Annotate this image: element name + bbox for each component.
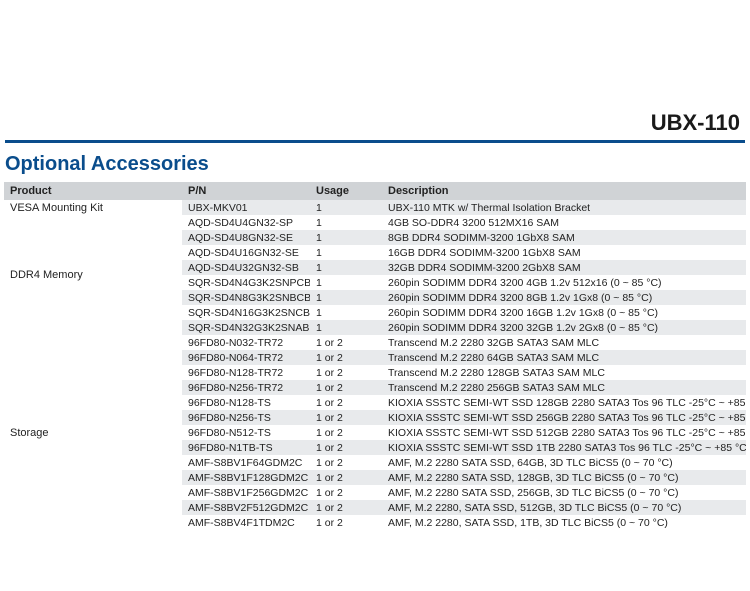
product-cell: VESA Mounting Kit — [4, 200, 182, 215]
usage-cell: 1 — [310, 245, 382, 260]
pn-cell: AMF-S8BV1F256GDM2C — [182, 485, 310, 500]
desc-cell: Transcend M.2 2280 32GB SATA3 SAM MLC — [382, 335, 746, 350]
pn-cell: 96FD80-N128-TS — [182, 395, 310, 410]
usage-cell: 1 — [310, 305, 382, 320]
usage-cell: 1 or 2 — [310, 425, 382, 440]
product-cell: DDR4 Memory — [4, 215, 182, 335]
pn-cell: 96FD80-N256-TS — [182, 410, 310, 425]
usage-cell: 1 or 2 — [310, 500, 382, 515]
usage-cell: 1 — [310, 215, 382, 230]
desc-cell: 4GB SO-DDR4 3200 512MX16 SAM — [382, 215, 746, 230]
pn-cell: 96FD80-N512-TS — [182, 425, 310, 440]
pn-cell: 96FD80-N256-TR72 — [182, 380, 310, 395]
pn-cell: SQR-SD4N4G3K2SNPCB — [182, 275, 310, 290]
pn-cell: AQD-SD4U32GN32-SB — [182, 260, 310, 275]
desc-cell: Transcend M.2 2280 128GB SATA3 SAM MLC — [382, 365, 746, 380]
usage-cell: 1 or 2 — [310, 515, 382, 530]
usage-cell: 1 — [310, 200, 382, 215]
desc-cell: Transcend M.2 2280 64GB SATA3 SAM MLC — [382, 350, 746, 365]
usage-cell: 1 — [310, 275, 382, 290]
header-rule — [5, 140, 745, 143]
usage-cell: 1 or 2 — [310, 455, 382, 470]
desc-cell: KIOXIA SSSTC SEMI-WT SSD 256GB 2280 SATA… — [382, 410, 746, 425]
pn-cell: 96FD80-N032-TR72 — [182, 335, 310, 350]
table-row: Storage96FD80-N032-TR721 or 2Transcend M… — [4, 335, 746, 350]
pn-cell: SQR-SD4N8G3K2SNBCB — [182, 290, 310, 305]
pn-cell: 96FD80-N128-TR72 — [182, 365, 310, 380]
desc-cell: AMF, M.2 2280 SATA SSD, 128GB, 3D TLC Bi… — [382, 470, 746, 485]
usage-cell: 1 — [310, 290, 382, 305]
usage-cell: 1 or 2 — [310, 365, 382, 380]
desc-cell: AMF, M.2 2280 SATA SSD, 64GB, 3D TLC BiC… — [382, 455, 746, 470]
desc-cell: 260pin SODIMM DDR4 3200 8GB 1.2v 1Gx8 (0… — [382, 290, 746, 305]
pn-cell: AMF-S8BV1F64GDM2C — [182, 455, 310, 470]
pn-cell: AQD-SD4U4GN32-SP — [182, 215, 310, 230]
usage-cell: 1 — [310, 320, 382, 335]
pn-cell: AQD-SD4U8GN32-SE — [182, 230, 310, 245]
table-row: DDR4 MemoryAQD-SD4U4GN32-SP14GB SO-DDR4 … — [4, 215, 746, 230]
desc-cell: AMF, M.2 2280, SATA SSD, 1TB, 3D TLC BiC… — [382, 515, 746, 530]
page-title: UBX-110 — [0, 0, 750, 140]
product-cell: Storage — [4, 335, 182, 530]
accessories-table: Product P/N Usage Description VESA Mount… — [4, 182, 746, 530]
desc-cell: 260pin SODIMM DDR4 3200 32GB 1.2v 2Gx8 (… — [382, 320, 746, 335]
desc-cell: 32GB DDR4 SODIMM-3200 2GbX8 SAM — [382, 260, 746, 275]
pn-cell: AQD-SD4U16GN32-SE — [182, 245, 310, 260]
pn-cell: 96FD80-N064-TR72 — [182, 350, 310, 365]
usage-cell: 1 or 2 — [310, 395, 382, 410]
desc-cell: AMF, M.2 2280, SATA SSD, 512GB, 3D TLC B… — [382, 500, 746, 515]
usage-cell: 1 or 2 — [310, 485, 382, 500]
pn-cell: AMF-S8BV2F512GDM2C — [182, 500, 310, 515]
usage-cell: 1 or 2 — [310, 335, 382, 350]
pn-cell: SQR-SD4N32G3K2SNAB — [182, 320, 310, 335]
usage-cell: 1 or 2 — [310, 410, 382, 425]
usage-cell: 1 — [310, 260, 382, 275]
desc-cell: KIOXIA SSSTC SEMI-WT SSD 1TB 2280 SATA3 … — [382, 440, 746, 455]
usage-cell: 1 — [310, 230, 382, 245]
desc-cell: AMF, M.2 2280 SATA SSD, 256GB, 3D TLC Bi… — [382, 485, 746, 500]
col-usage: Usage — [310, 182, 382, 200]
pn-cell: AMF-S8BV1F128GDM2C — [182, 470, 310, 485]
desc-cell: UBX-110 MTK w/ Thermal Isolation Bracket — [382, 200, 746, 215]
table-header-row: Product P/N Usage Description — [4, 182, 746, 200]
usage-cell: 1 or 2 — [310, 440, 382, 455]
desc-cell: 16GB DDR4 SODIMM-3200 1GbX8 SAM — [382, 245, 746, 260]
usage-cell: 1 or 2 — [310, 380, 382, 395]
pn-cell: UBX-MKV01 — [182, 200, 310, 215]
col-desc: Description — [382, 182, 746, 200]
usage-cell: 1 or 2 — [310, 470, 382, 485]
pn-cell: 96FD80-N1TB-TS — [182, 440, 310, 455]
desc-cell: 260pin SODIMM DDR4 3200 16GB 1.2v 1Gx8 (… — [382, 305, 746, 320]
pn-cell: AMF-S8BV4F1TDM2C — [182, 515, 310, 530]
table-row: VESA Mounting KitUBX-MKV011UBX-110 MTK w… — [4, 200, 746, 215]
section-title: Optional Accessories — [0, 153, 750, 182]
desc-cell: Transcend M.2 2280 256GB SATA3 SAM MLC — [382, 380, 746, 395]
desc-cell: 8GB DDR4 SODIMM-3200 1GbX8 SAM — [382, 230, 746, 245]
usage-cell: 1 or 2 — [310, 350, 382, 365]
col-pn: P/N — [182, 182, 310, 200]
pn-cell: SQR-SD4N16G3K2SNCB — [182, 305, 310, 320]
desc-cell: KIOXIA SSSTC SEMI-WT SSD 128GB 2280 SATA… — [382, 395, 746, 410]
desc-cell: 260pin SODIMM DDR4 3200 4GB 1.2v 512x16 … — [382, 275, 746, 290]
desc-cell: KIOXIA SSSTC SEMI-WT SSD 512GB 2280 SATA… — [382, 425, 746, 440]
col-product: Product — [4, 182, 182, 200]
